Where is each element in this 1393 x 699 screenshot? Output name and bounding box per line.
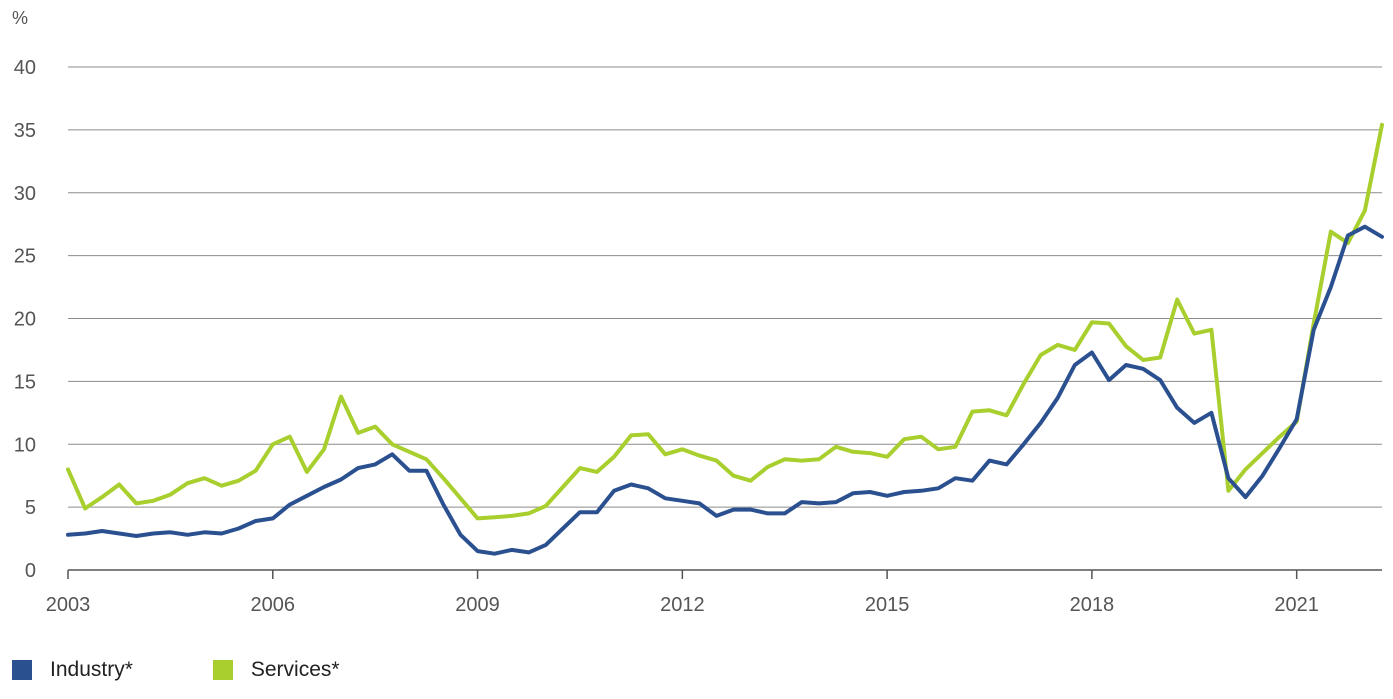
x-tick-label: 2009 <box>455 594 500 616</box>
series-line-services <box>66 122 1384 521</box>
series-line-industry <box>66 224 1384 556</box>
legend-item-services: Services* <box>212 658 340 682</box>
y-tick-label: 30 <box>14 183 36 205</box>
legend-item-industry: Industry* <box>12 658 133 682</box>
legend-label-services: Services* <box>250 658 340 681</box>
series-lines <box>66 122 1384 556</box>
legend-label-industry: Industry* <box>50 658 133 681</box>
x-tick-label: 2018 <box>1070 594 1115 616</box>
y-tick-label: 20 <box>14 309 36 331</box>
y-tick-label: 15 <box>14 371 36 393</box>
x-tick-label: 2021 <box>1274 594 1319 616</box>
legend: Industry* Services* <box>12 658 340 682</box>
x-tick-label: 2012 <box>660 594 705 616</box>
x-tick-label: 2003 <box>46 594 91 616</box>
x-tick-label: 2015 <box>865 594 910 616</box>
x-axis-ticks: 2003 2006 2009 2012 2015 2018 2021 <box>46 570 1319 616</box>
legend-swatch-services <box>212 660 233 680</box>
y-axis-unit-label: % <box>12 8 28 28</box>
y-tick-label: 40 <box>14 57 36 79</box>
y-axis-ticks: 0 5 10 15 20 25 30 35 40 <box>14 57 36 582</box>
y-tick-label: 0 <box>25 560 36 582</box>
y-tick-label: 25 <box>14 246 36 268</box>
y-tick-label: 10 <box>14 434 36 456</box>
x-tick-label: 2006 <box>251 594 296 616</box>
y-tick-label: 35 <box>14 120 36 142</box>
y-tick-label: 5 <box>25 497 36 519</box>
legend-swatch-industry <box>12 660 32 680</box>
